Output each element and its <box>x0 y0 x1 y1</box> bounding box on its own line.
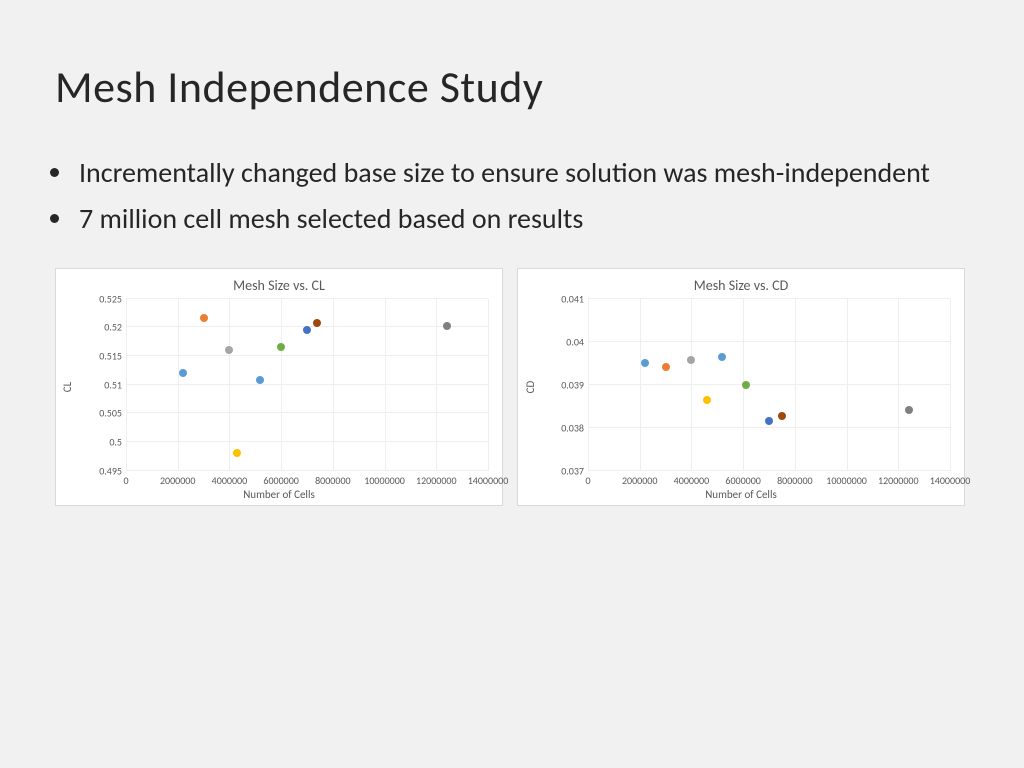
data-point <box>703 396 711 404</box>
x-tick-label: 10000000 <box>826 474 867 487</box>
gridline-h <box>126 298 488 299</box>
data-point <box>443 322 451 330</box>
gridline-h <box>126 355 488 356</box>
y-tick-label: 0.037 <box>561 464 584 477</box>
gridline-v <box>126 299 127 471</box>
bullet-list: Incrementally changed base size to ensur… <box>75 154 969 238</box>
x-tick-label: 6000000 <box>263 474 298 487</box>
x-tick-label: 0 <box>585 474 590 487</box>
y-tick-label: 0.039 <box>561 378 584 391</box>
plot-area: 0.4950.50.5050.510.5150.520.525020000004… <box>126 299 488 471</box>
gridline-v <box>950 299 951 471</box>
y-axis-label: CL <box>61 381 74 392</box>
slide: Mesh Independence Study Incrementally ch… <box>0 0 1024 536</box>
data-point <box>313 319 321 327</box>
data-point <box>742 381 750 389</box>
x-tick-label: 14000000 <box>468 474 509 487</box>
x-tick-label: 4000000 <box>212 474 247 487</box>
y-tick-label: 0.525 <box>99 292 122 305</box>
data-point <box>662 363 670 371</box>
x-tick-label: 6000000 <box>725 474 760 487</box>
gridline-h <box>126 470 488 471</box>
chart-title: Mesh Size vs. CL <box>56 277 502 294</box>
gridline-v <box>588 299 589 471</box>
data-point <box>765 417 773 425</box>
y-axis-label: CD <box>524 380 537 393</box>
gridline-h <box>588 298 950 299</box>
gridline-v <box>229 299 230 471</box>
x-tick-label: 2000000 <box>622 474 657 487</box>
gridline-v <box>436 299 437 471</box>
x-tick-label: 0 <box>123 474 128 487</box>
data-point <box>778 412 786 420</box>
x-tick-label: 4000000 <box>674 474 709 487</box>
data-point <box>718 353 726 361</box>
data-point <box>233 449 241 457</box>
x-tick-label: 8000000 <box>315 474 350 487</box>
y-tick-label: 0.515 <box>99 349 122 362</box>
data-point <box>225 346 233 354</box>
gridline-v <box>898 299 899 471</box>
y-tick-label: 0.038 <box>561 421 584 434</box>
data-point <box>200 314 208 322</box>
data-point <box>277 343 285 351</box>
gridline-h <box>588 427 950 428</box>
x-tick-label: 2000000 <box>160 474 195 487</box>
data-point <box>641 359 649 367</box>
data-point <box>179 369 187 377</box>
page-title: Mesh Independence Study <box>55 60 969 114</box>
gridline-v <box>640 299 641 471</box>
chart-title: Mesh Size vs. CD <box>518 277 964 294</box>
gridline-h <box>588 470 950 471</box>
data-point <box>687 356 695 364</box>
data-point <box>905 406 913 414</box>
gridline-v <box>178 299 179 471</box>
bullet-item: 7 million cell mesh selected based on re… <box>75 200 969 238</box>
x-tick-label: 12000000 <box>416 474 457 487</box>
x-tick-label: 14000000 <box>930 474 971 487</box>
gridline-v <box>847 299 848 471</box>
gridline-v <box>385 299 386 471</box>
data-point <box>256 376 264 384</box>
x-axis-label: Number of Cells <box>518 488 964 501</box>
y-tick-label: 0.5 <box>109 435 122 448</box>
x-axis-label: Number of Cells <box>56 488 502 501</box>
gridline-v <box>488 299 489 471</box>
gridline-h <box>126 412 488 413</box>
y-tick-label: 0.041 <box>561 292 584 305</box>
y-tick-label: 0.04 <box>566 335 584 348</box>
y-tick-label: 0.505 <box>99 407 122 420</box>
gridline-v <box>691 299 692 471</box>
x-tick-label: 12000000 <box>878 474 919 487</box>
chart-cd: Mesh Size vs. CD CD 0.0370.0380.0390.040… <box>517 268 965 506</box>
data-point <box>303 326 311 334</box>
gridline-v <box>281 299 282 471</box>
x-tick-label: 8000000 <box>777 474 812 487</box>
gridline-h <box>126 441 488 442</box>
y-tick-label: 0.51 <box>104 378 122 391</box>
gridline-h <box>588 341 950 342</box>
gridline-v <box>795 299 796 471</box>
charts-row: Mesh Size vs. CL CL 0.4950.50.5050.510.5… <box>55 268 969 506</box>
gridline-h <box>588 384 950 385</box>
y-tick-label: 0.52 <box>104 321 122 334</box>
gridline-h <box>126 384 488 385</box>
chart-cl: Mesh Size vs. CL CL 0.4950.50.5050.510.5… <box>55 268 503 506</box>
bullet-item: Incrementally changed base size to ensur… <box>75 154 969 192</box>
plot-area: 0.0370.0380.0390.040.0410200000040000006… <box>588 299 950 471</box>
y-tick-label: 0.495 <box>99 464 122 477</box>
gridline-v <box>333 299 334 471</box>
x-tick-label: 10000000 <box>364 474 405 487</box>
